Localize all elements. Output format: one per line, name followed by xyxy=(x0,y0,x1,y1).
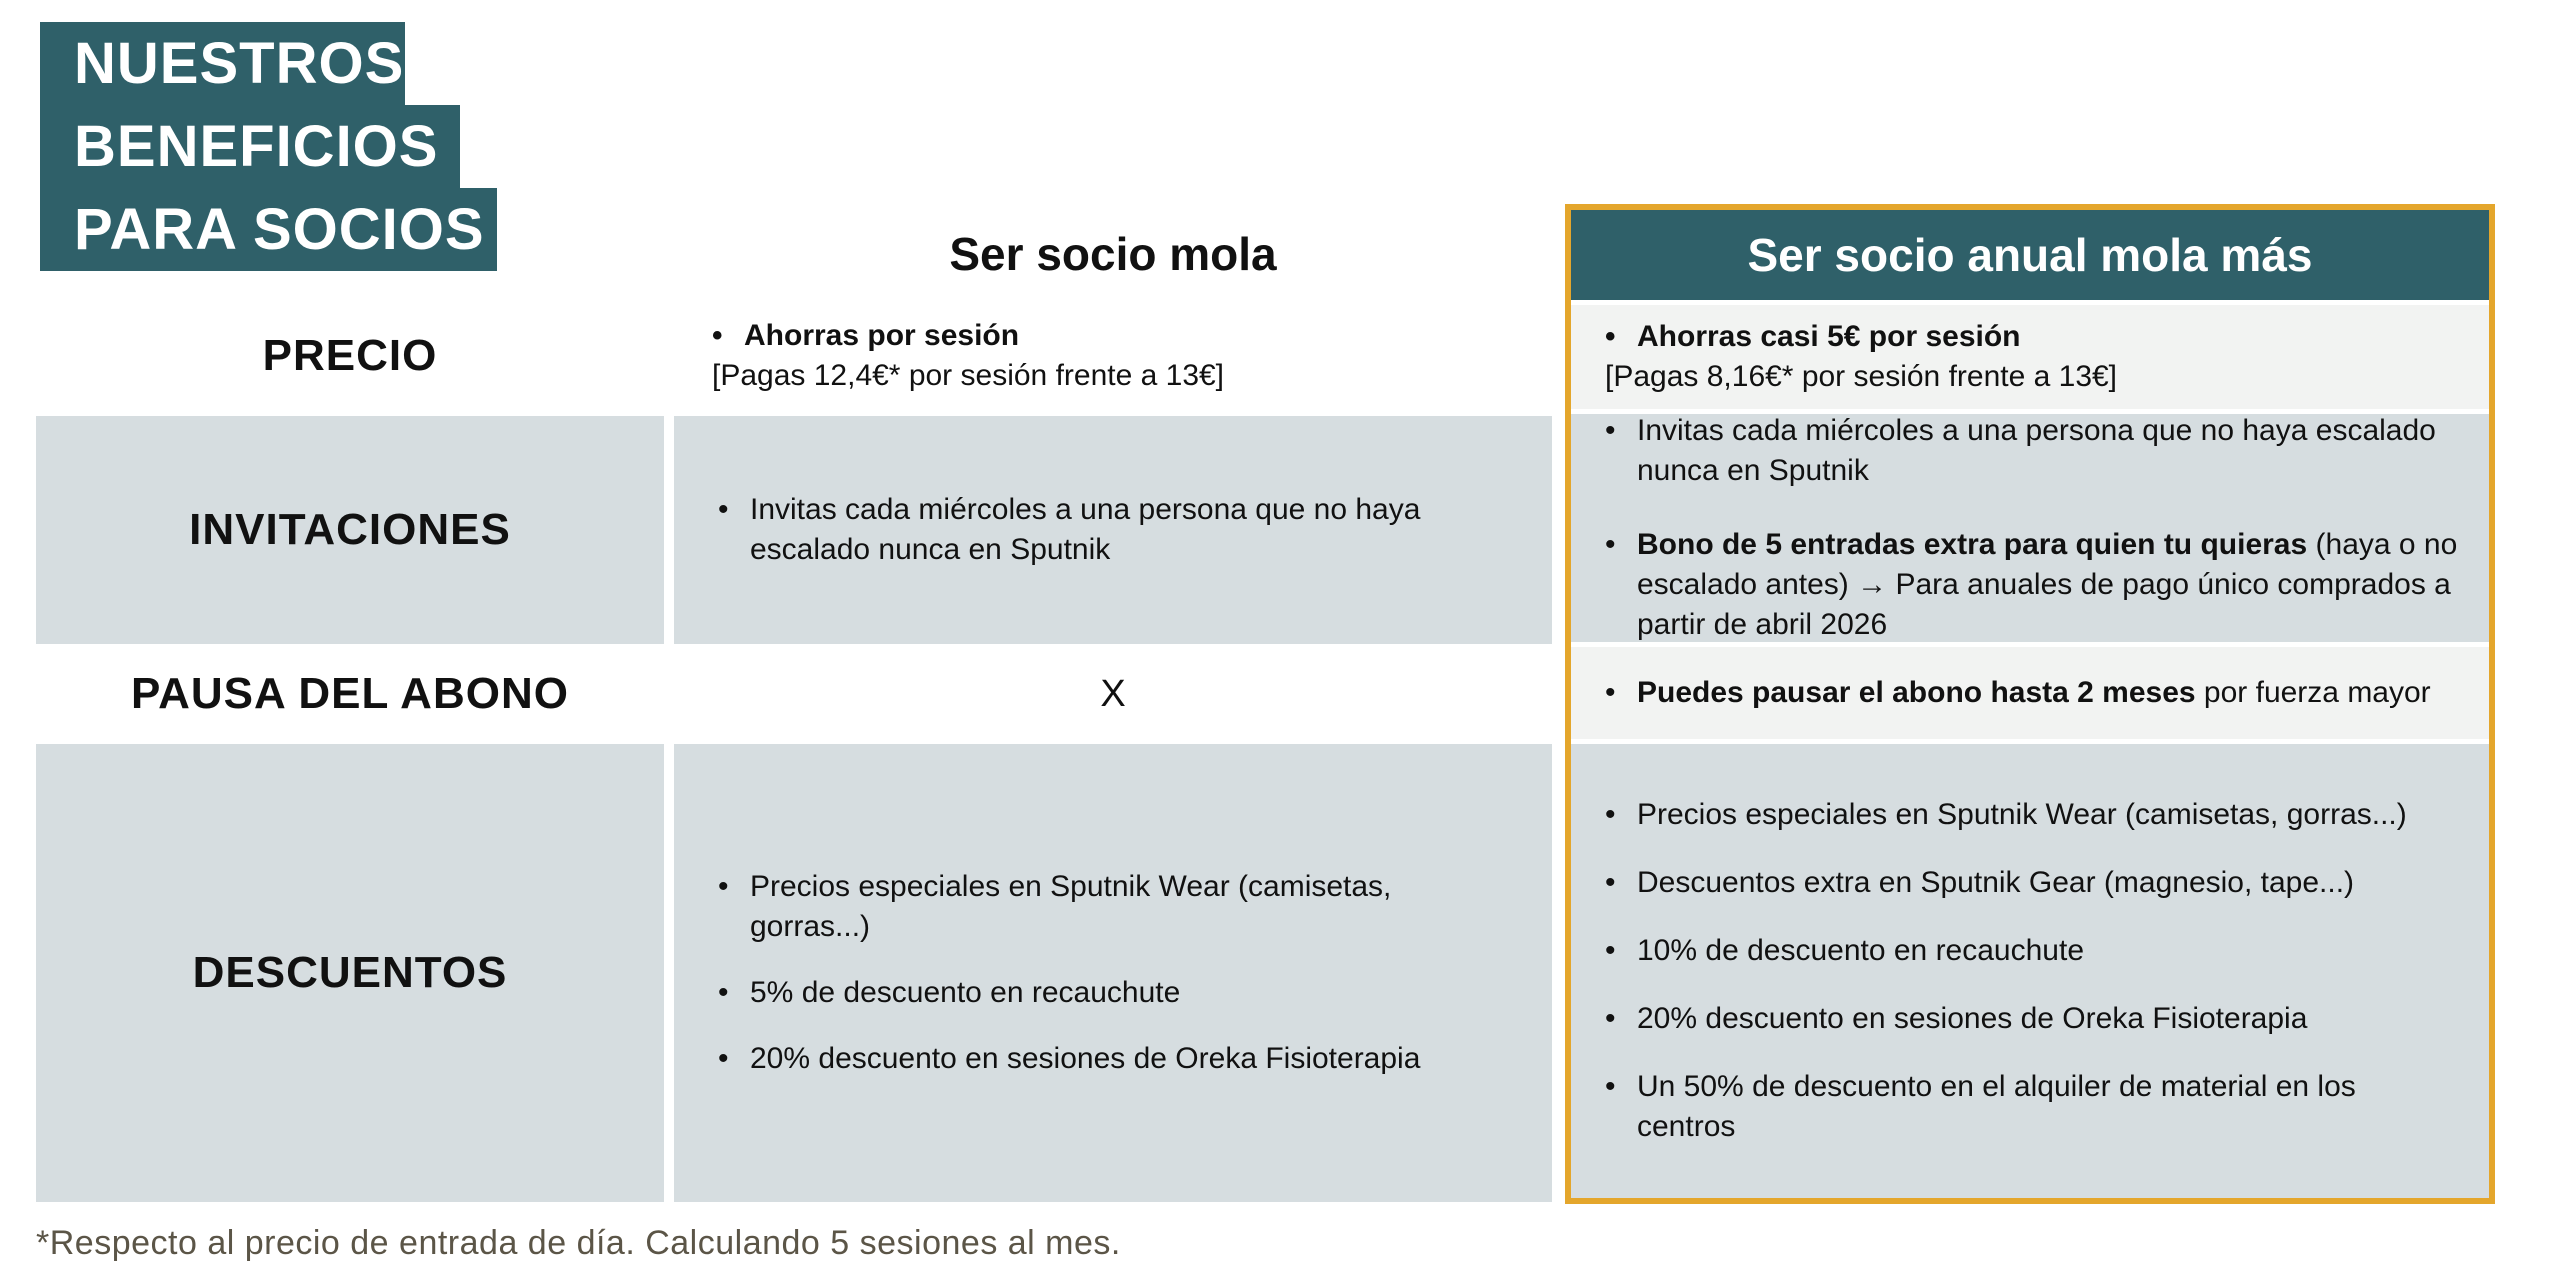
cell-pausa-monthly: X xyxy=(1100,672,1126,715)
bullet-item: Invitas cada miércoles a una persona que… xyxy=(710,490,1472,570)
title-badge: NUESTROS BENEFICIOS PARA SOCIOS xyxy=(40,22,497,271)
column-header-monthly: Ser socio mola xyxy=(949,228,1277,280)
cell-precio-annual: Ahorras casi 5€ por sesión [Pagas 8,16€*… xyxy=(1571,305,2489,409)
title-line-1: NUESTROS xyxy=(40,22,405,105)
bullet-item: Precios especiales en Sputnik Wear (cami… xyxy=(1597,795,2477,835)
bullet-item: 20% descuento en sesiones de Oreka Fisio… xyxy=(710,1039,1472,1079)
invitaciones-annual-rest: (haya o no escalado antes) → Para anuale… xyxy=(1637,528,2458,641)
title-line-2: BENEFICIOS xyxy=(40,105,460,188)
pausa-annual-rest: por fuerza mayor xyxy=(2195,676,2431,709)
bullet-item: 5% de descuento en recauchute xyxy=(710,973,1472,1013)
column-header-annual: Ser socio anual mola más xyxy=(1571,210,2489,300)
row-label-pausa: PAUSA DEL ABONO xyxy=(131,669,569,718)
annual-highlight-box: Ser socio anual mola más Ahorras casi 5€… xyxy=(1565,204,2495,1204)
bullet-item: Invitas cada miércoles a una persona que… xyxy=(1597,411,2457,491)
cell-pausa-annual: Puedes pausar el abono hasta 2 meses por… xyxy=(1571,647,2489,739)
precio-monthly-detail: [Pagas 12,4€* por sesión frente a 13€] xyxy=(712,359,1225,392)
title-line-3: PARA SOCIOS xyxy=(40,188,497,271)
invitaciones-annual-bold: Bono de 5 entradas extra para quien tu q… xyxy=(1637,528,2308,561)
pausa-annual-bold: Puedes pausar el abono hasta 2 meses xyxy=(1637,676,2196,709)
bullet-item: 20% descuento en sesiones de Oreka Fisio… xyxy=(1597,999,2477,1039)
bullet-item: 10% de descuento en recauchute xyxy=(1597,931,2477,971)
cell-precio-monthly: Ahorras por sesión [Pagas 12,4€* por ses… xyxy=(674,300,1552,412)
row-label-descuentos: DESCUENTOS xyxy=(36,744,664,1202)
footnote: *Respecto al precio de entrada de día. C… xyxy=(36,1224,1121,1262)
row-label-invitaciones: INVITACIONES xyxy=(36,416,664,644)
bullet-item: Ahorras casi 5€ por sesión xyxy=(1597,317,2477,357)
cell-descuentos-annual: Precios especiales en Sputnik Wear (cami… xyxy=(1571,744,2489,1198)
bullet-item: Un 50% de descuento en el alquiler de ma… xyxy=(1597,1067,2457,1147)
bullet-item: Puedes pausar el abono hasta 2 meses por… xyxy=(1597,673,2477,713)
cell-invitaciones-annual: Invitas cada miércoles a una persona que… xyxy=(1571,411,2489,645)
cell-descuentos-monthly: Precios especiales en Sputnik Wear (cami… xyxy=(674,744,1552,1202)
bullet-item: Descuentos extra en Sputnik Gear (magnes… xyxy=(1597,863,2477,903)
bullet-item: Precios especiales en Sputnik Wear (cami… xyxy=(710,867,1472,947)
bullet-item: Bono de 5 entradas extra para quien tu q… xyxy=(1597,525,2477,645)
bullet-item: Ahorras por sesión xyxy=(704,316,1552,356)
precio-annual-detail: [Pagas 8,16€* por sesión frente a 13€] xyxy=(1605,360,2118,393)
row-label-precio: PRECIO xyxy=(262,331,438,380)
cell-invitaciones-monthly: Invitas cada miércoles a una persona que… xyxy=(674,416,1552,644)
